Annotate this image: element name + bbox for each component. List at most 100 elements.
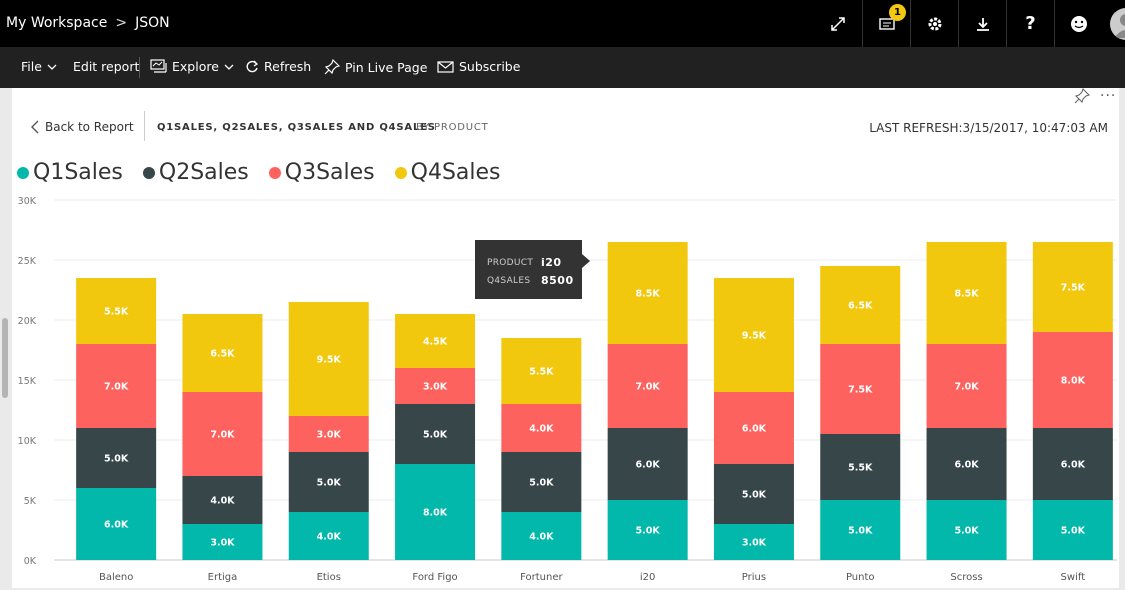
- legend-item-q4sales[interactable]: Q4Sales: [394, 160, 501, 185]
- breadcrumb-item[interactable]: JSON: [135, 15, 170, 31]
- legend-label: Q3Sales: [284, 160, 375, 185]
- data-label: 3.0K: [742, 538, 767, 549]
- bar-q4sales-etios[interactable]: [288, 302, 369, 416]
- bar-q1sales-ertiga[interactable]: [182, 524, 263, 560]
- fullscreen-button[interactable]: [814, 0, 862, 47]
- more-options-icon[interactable]: ···: [1100, 88, 1117, 104]
- x-tick-label: Swift: [1061, 572, 1086, 583]
- y-tick-label: 30K: [18, 196, 37, 207]
- chevron-right-icon: >: [115, 15, 128, 31]
- bar-q4sales-i20[interactable]: [607, 242, 688, 344]
- tooltip-label-q4sales: Q4SALES: [487, 276, 531, 286]
- back-to-report-label: Back to Report: [45, 120, 134, 134]
- smiley-icon: [1070, 15, 1087, 32]
- bar-q4sales-swift[interactable]: [1032, 242, 1113, 332]
- bar-q3sales-swift[interactable]: [1032, 332, 1113, 428]
- bar-q1sales-etios[interactable]: [288, 512, 369, 560]
- help-button[interactable]: ?: [1006, 0, 1054, 47]
- feedback-button[interactable]: [1054, 0, 1102, 47]
- data-label: 5.0K: [317, 478, 342, 489]
- notification-icon: [878, 17, 895, 30]
- bar-q4sales-ertiga[interactable]: [182, 314, 263, 392]
- refresh-button[interactable]: Refresh: [245, 59, 311, 74]
- bar-q2sales-swift[interactable]: [1032, 428, 1113, 500]
- file-label: File: [21, 59, 42, 74]
- download-button[interactable]: [958, 0, 1006, 47]
- file-menu[interactable]: File: [21, 59, 57, 74]
- bar-q3sales-scross[interactable]: [926, 344, 1007, 428]
- bar-q2sales-baleno[interactable]: [76, 428, 157, 488]
- data-label: 6.0K: [104, 520, 129, 531]
- bar-q2sales-etios[interactable]: [288, 452, 369, 512]
- chevron-down-icon: [224, 64, 234, 70]
- left-scrollbar[interactable]: [0, 88, 12, 590]
- breadcrumb-workspace[interactable]: My Workspace: [6, 15, 108, 31]
- bar-q3sales-baleno[interactable]: [76, 344, 157, 428]
- back-to-report-button[interactable]: Back to Report: [30, 120, 134, 134]
- data-label: 7.0K: [954, 382, 979, 393]
- header-divider: [144, 111, 145, 141]
- bar-q2sales-ertiga[interactable]: [182, 476, 263, 524]
- right-gutter: [1119, 88, 1125, 590]
- bar-q3sales-etios[interactable]: [288, 416, 369, 452]
- data-label: 7.0K: [210, 430, 235, 441]
- bar-q3sales-prius[interactable]: [713, 392, 794, 464]
- bar-q3sales-ertiga[interactable]: [182, 392, 263, 476]
- question-icon: ?: [1025, 13, 1036, 34]
- legend-item-q3sales[interactable]: Q3Sales: [268, 160, 375, 185]
- bar-q3sales-ford-figo[interactable]: [395, 368, 476, 404]
- bar-q1sales-baleno[interactable]: [76, 488, 157, 560]
- bar-q2sales-scross[interactable]: [926, 428, 1007, 500]
- subscribe-button[interactable]: Subscribe: [437, 59, 520, 74]
- bar-q3sales-fortuner[interactable]: [501, 404, 582, 452]
- bar-q4sales-prius[interactable]: [713, 278, 794, 392]
- settings-button[interactable]: [910, 0, 958, 47]
- bar-q2sales-punto[interactable]: [820, 434, 901, 500]
- bar-q1sales-fortuner[interactable]: [501, 512, 582, 560]
- y-tick-label: 25K: [18, 256, 37, 267]
- legend-item-q2sales[interactable]: Q2Sales: [142, 160, 249, 185]
- bar-q2sales-prius[interactable]: [713, 464, 794, 524]
- bar-q4sales-scross[interactable]: [926, 242, 1007, 344]
- pin-icon: [324, 59, 340, 75]
- bar-q2sales-i20[interactable]: [607, 428, 688, 500]
- tooltip-value-q4sales: 8500: [541, 274, 574, 287]
- pin-visual-icon[interactable]: [1074, 88, 1090, 104]
- notifications-button[interactable]: 1: [862, 0, 910, 47]
- gear-icon: [928, 17, 941, 30]
- bar-q1sales-swift[interactable]: [1032, 500, 1113, 560]
- y-tick-label: 5K: [24, 496, 37, 507]
- pin-live-page-button[interactable]: Pin Live Page: [324, 59, 427, 75]
- data-label: 6.0K: [636, 460, 661, 471]
- bar-q4sales-ford-figo[interactable]: [395, 314, 476, 368]
- x-tick-label: Baleno: [99, 572, 133, 583]
- explore-menu[interactable]: Explore: [150, 59, 234, 74]
- bar-q4sales-fortuner[interactable]: [501, 338, 582, 404]
- bar-q1sales-ford-figo[interactable]: [395, 464, 476, 560]
- data-label: 4.0K: [529, 424, 554, 435]
- bar-q2sales-ford-figo[interactable]: [395, 404, 476, 464]
- subscribe-label: Subscribe: [459, 59, 521, 74]
- bar-q1sales-scross[interactable]: [926, 500, 1007, 560]
- action-bar: File Edit report Explore Refresh Pin Liv…: [0, 47, 1125, 88]
- x-tick-label: i20: [640, 572, 656, 583]
- edit-report-button[interactable]: Edit report: [73, 59, 139, 74]
- legend-item-q1sales[interactable]: Q1Sales: [17, 160, 123, 185]
- data-label: 7.0K: [104, 382, 129, 393]
- bar-q4sales-punto[interactable]: [820, 266, 901, 344]
- bar-q2sales-fortuner[interactable]: [501, 452, 582, 512]
- bar-q1sales-i20[interactable]: [607, 500, 688, 560]
- bar-q1sales-punto[interactable]: [820, 500, 901, 560]
- avatar[interactable]: [1110, 8, 1125, 40]
- data-label: 4.0K: [210, 496, 235, 507]
- explore-label: Explore: [172, 59, 219, 74]
- bar-q4sales-baleno[interactable]: [76, 278, 157, 344]
- data-label: 9.5K: [317, 355, 342, 366]
- bar-q3sales-punto[interactable]: [820, 344, 901, 434]
- bar-q3sales-i20[interactable]: [607, 344, 688, 428]
- data-label: 5.5K: [529, 367, 554, 378]
- left-scrollbar-thumb[interactable]: [2, 318, 8, 398]
- data-label: 4.0K: [529, 532, 554, 543]
- data-label: 5.5K: [848, 463, 873, 474]
- bar-q1sales-prius[interactable]: [713, 524, 794, 560]
